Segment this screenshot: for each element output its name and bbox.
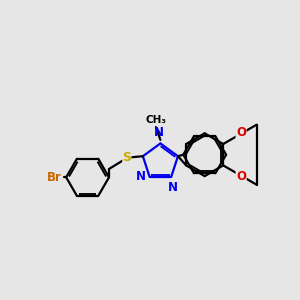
Text: N: N bbox=[135, 170, 146, 183]
Text: Br: Br bbox=[47, 171, 62, 184]
Text: N: N bbox=[154, 126, 164, 139]
Text: O: O bbox=[236, 170, 246, 183]
Text: O: O bbox=[236, 126, 246, 139]
Text: N: N bbox=[168, 181, 178, 194]
Text: S: S bbox=[122, 151, 131, 164]
Text: CH₃: CH₃ bbox=[146, 115, 167, 125]
